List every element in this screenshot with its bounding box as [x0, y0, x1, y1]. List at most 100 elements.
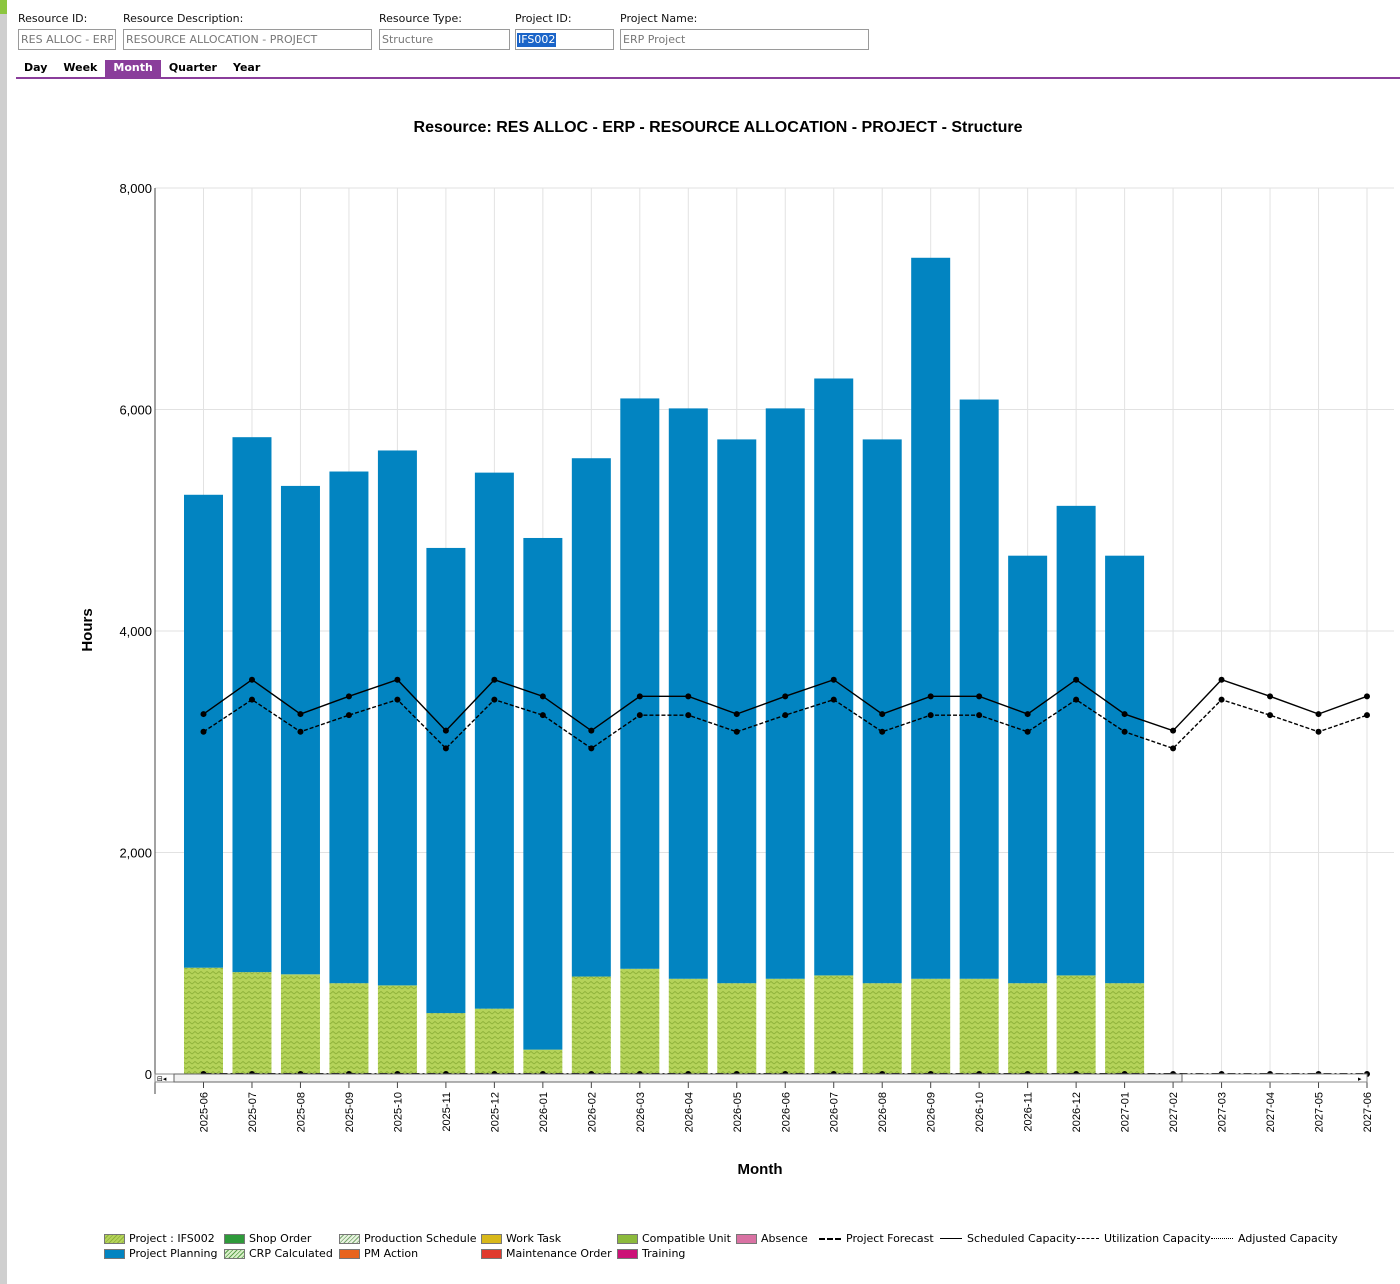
bar-project-ifs002	[668, 978, 708, 1074]
series-point	[782, 693, 789, 700]
bar-project-planning	[474, 472, 514, 1009]
bar-project-ifs002	[377, 985, 417, 1074]
bar-project-planning	[620, 398, 660, 969]
bar-project-planning	[1008, 555, 1048, 984]
bar-project-ifs002	[329, 983, 369, 1074]
bar-project-ifs002	[184, 967, 223, 1074]
legend-item: Adjusted Capacity	[1211, 1232, 1338, 1245]
resource-id-group: Resource ID:	[18, 12, 116, 50]
series-point	[442, 727, 449, 734]
bar-project-ifs002	[474, 1008, 514, 1074]
legend-item: CRP Calculated	[224, 1247, 333, 1260]
series-point	[927, 712, 934, 719]
tab-week[interactable]: Week	[63, 61, 98, 74]
bar-project-planning	[571, 458, 611, 977]
x-tick-label: 2027-05	[1314, 1092, 1326, 1132]
resource-description-group: Resource Description:	[123, 12, 372, 50]
legend-item: Project : IFS002	[104, 1232, 215, 1245]
series-point	[1121, 711, 1128, 718]
horizontal-scrollbar[interactable]: ⊟◂ ▸	[154, 1073, 1368, 1083]
series-point	[685, 712, 692, 719]
left-edge-bar	[0, 0, 7, 1284]
legend-item: Absence	[736, 1232, 808, 1245]
tab-day[interactable]: Day	[24, 61, 48, 74]
legend-item: PM Action	[339, 1247, 418, 1260]
series-point	[248, 696, 255, 703]
series-point	[1073, 676, 1080, 683]
resource-type-label: Resource Type:	[379, 12, 462, 25]
bar-project-ifs002	[765, 978, 805, 1074]
series-point	[491, 676, 498, 683]
tab-underline	[16, 77, 1400, 79]
series-point	[1315, 728, 1322, 735]
series-point	[1073, 696, 1080, 703]
series-point	[1315, 711, 1322, 718]
y-tick-label: 8,000	[119, 181, 152, 196]
series-point	[1170, 745, 1177, 752]
series-point	[539, 693, 546, 700]
scroll-left-icon[interactable]: ⊟◂	[157, 1075, 167, 1083]
series-point	[345, 693, 352, 700]
bar-project-planning	[1056, 505, 1096, 976]
tab-year[interactable]: Year	[233, 61, 261, 74]
project-name-field[interactable]	[620, 29, 869, 50]
tab-quarter[interactable]: Quarter	[168, 61, 217, 74]
legend-swatch	[736, 1233, 757, 1244]
series-point	[394, 696, 401, 703]
x-tick-label: 2025-09	[344, 1092, 356, 1132]
x-tick-label: 2027-01	[1120, 1092, 1132, 1132]
legend-item: Compatible Unit	[617, 1232, 731, 1245]
x-tick-label: 2026-11	[1023, 1092, 1035, 1132]
legend-label: Absence	[761, 1232, 808, 1245]
resource-type-field[interactable]	[379, 29, 510, 50]
legend-line-marker	[1077, 1238, 1099, 1239]
series-point	[588, 727, 595, 734]
scroll-right-icon[interactable]: ▸	[1358, 1075, 1362, 1083]
series-point	[733, 728, 740, 735]
series-point	[1024, 728, 1031, 735]
series-point	[782, 712, 789, 719]
bar-project-planning	[377, 450, 417, 986]
resource-type-group: Resource Type:	[379, 12, 510, 50]
axes: 0 2,000 4,000 6,000 8,000 2025-06 2025-07 2025-…	[119, 181, 1374, 1132]
legend-item: Project Forecast	[819, 1232, 934, 1245]
x-tick-label: 2025-11	[441, 1092, 453, 1132]
series-point	[491, 696, 498, 703]
legend-line-marker	[819, 1237, 841, 1240]
legend-item: Maintenance Order	[481, 1247, 612, 1260]
series-point	[1170, 727, 1177, 734]
series-point	[636, 693, 643, 700]
tab-month[interactable]: Month	[105, 60, 161, 77]
legend-line-marker	[1211, 1238, 1233, 1239]
legend-item: Work Task	[481, 1232, 561, 1245]
series-point	[200, 711, 207, 718]
resource-description-field[interactable]	[123, 29, 372, 50]
series-point	[1364, 693, 1370, 700]
bar-project-ifs002	[232, 972, 272, 1074]
x-tick-label: 2026-08	[877, 1092, 889, 1132]
x-tick-label: 2026-06	[780, 1092, 792, 1132]
legend-item: Project Planning	[104, 1247, 218, 1260]
x-tick-label: 2026-04	[683, 1092, 695, 1132]
resource-id-label: Resource ID:	[18, 12, 88, 25]
bar-project-ifs002	[717, 983, 757, 1074]
scrollbar-thumb[interactable]	[173, 1073, 1183, 1083]
legend-swatch	[339, 1248, 360, 1259]
series-point	[297, 728, 304, 735]
legend-swatch	[339, 1233, 360, 1244]
bar-project-planning	[426, 547, 466, 1014]
x-tick-label: 2025-06	[199, 1092, 211, 1132]
bar-project-planning	[1105, 555, 1145, 984]
legend-swatch	[617, 1248, 638, 1259]
legend-label: Production Schedule	[364, 1232, 477, 1245]
legend-item: Production Schedule	[339, 1232, 477, 1245]
legend-label: CRP Calculated	[249, 1247, 333, 1260]
x-tick-label: 2027-04	[1265, 1092, 1277, 1132]
series-point	[345, 712, 352, 719]
bar-project-ifs002	[959, 978, 999, 1074]
legend-swatch	[481, 1248, 502, 1259]
resource-id-field[interactable]	[18, 29, 116, 50]
bar-project-ifs002	[862, 983, 902, 1074]
series-point	[1218, 676, 1225, 683]
